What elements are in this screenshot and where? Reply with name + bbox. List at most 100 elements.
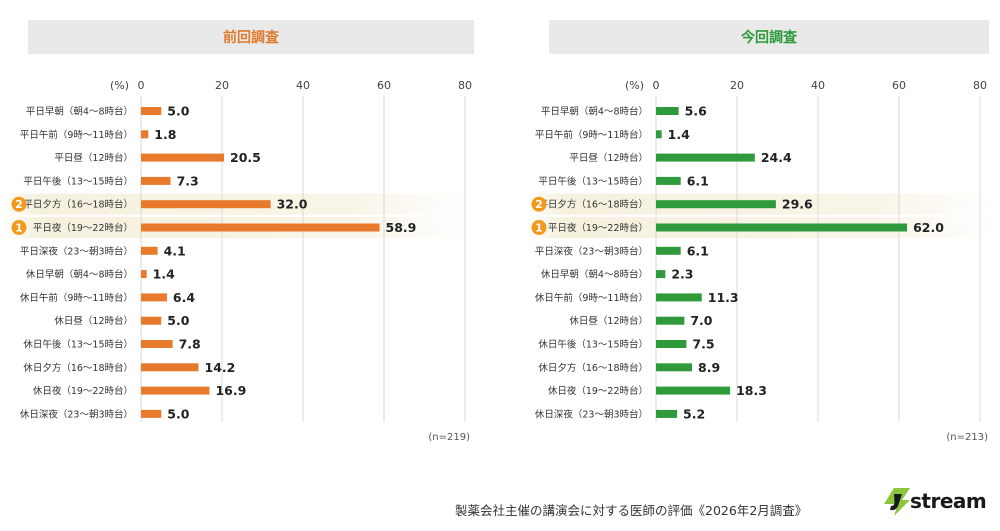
previous-bar	[141, 340, 173, 348]
previous-category-label: 休日夕方（16〜18時台）	[23, 362, 133, 374]
current-value-label: 1.4	[668, 127, 690, 142]
previous-value-label: 5.0	[167, 104, 189, 119]
current-category-label: 休日深夜（23〜朝3時台）	[535, 408, 648, 420]
current-value-label: 11.3	[708, 290, 739, 305]
previous-bar	[141, 200, 271, 209]
current-value-label: 5.6	[685, 104, 707, 119]
previous-value-label: 4.1	[164, 243, 186, 258]
current-unit-label: (%)	[625, 79, 644, 92]
previous-category-label: 平日午前（9時〜11時台）	[20, 129, 133, 141]
previous-value-label: 1.4	[153, 267, 175, 282]
current-survey-chart: 0 20 40 60 80 (%) 平日早朝（朝4〜8時台） 5.6 平日午前（9時〜11時台）…	[525, 79, 995, 443]
current-bar	[656, 316, 685, 325]
previous-category-label: 平日早朝（朝4〜8時台）	[26, 106, 133, 118]
previous-survey-title: 前回調査	[28, 20, 474, 54]
current-value-label: 5.2	[683, 406, 705, 421]
previous-bar	[141, 386, 210, 395]
previous-rank-2-number: 2	[15, 198, 23, 211]
previous-tick-label: 60	[377, 79, 391, 92]
current-category-label: 平日午後（13〜15時台）	[538, 175, 648, 187]
current-category-label: 休日夕方（16〜18時台）	[538, 362, 648, 374]
previous-bar	[141, 363, 199, 372]
current-value-label: 7.0	[690, 313, 712, 328]
current-category-label: 平日夜（19〜22時台）	[548, 222, 648, 234]
jstream-logo: stream	[880, 484, 987, 518]
jstream-logo-text: stream	[910, 489, 987, 513]
current-value-label: 29.6	[782, 197, 813, 212]
current-bar	[656, 270, 666, 279]
previous-value-label: 16.9	[215, 383, 246, 398]
current-bar	[656, 293, 702, 302]
current-bar	[656, 363, 693, 372]
previous-bar	[141, 270, 147, 279]
current-value-label: 6.1	[687, 243, 709, 258]
current-bar	[656, 200, 776, 209]
current-value-label: 18.3	[736, 383, 767, 398]
previous-bar	[141, 130, 149, 139]
current-value-label: 8.9	[698, 360, 720, 375]
current-tick-label: 20	[730, 79, 744, 92]
current-bar	[656, 340, 687, 348]
current-survey-title: 今回調査	[549, 20, 989, 54]
current-value-label: 62.0	[913, 220, 944, 235]
current-category-label: 平日夕方（16〜18時台）	[538, 199, 648, 211]
previous-value-label: 7.8	[179, 337, 201, 352]
current-tick-label: 80	[973, 79, 987, 92]
previous-rank-2-badge	[11, 196, 27, 212]
current-bar	[656, 223, 908, 232]
current-category-label: 休日昼（12時台）	[569, 315, 648, 327]
current-rank-1-badge	[531, 220, 547, 235]
previous-category-label: 平日深夜（23〜朝3時台）	[20, 245, 133, 257]
previous-tick-label: 40	[296, 79, 310, 92]
previous-tick-label: 80	[458, 79, 472, 92]
current-category-label: 平日昼（12時台）	[569, 152, 648, 164]
previous-unit-label: (%)	[110, 79, 129, 92]
previous-bar	[141, 246, 158, 255]
previous-value-label: 20.5	[230, 150, 261, 165]
previous-bar	[141, 153, 225, 162]
previous-category-label: 休日午前（9時〜11時台）	[20, 292, 133, 304]
previous-bar	[141, 223, 380, 232]
previous-bar	[141, 176, 171, 185]
previous-sample-size: (n=219)	[428, 432, 470, 443]
current-value-label: 6.1	[687, 173, 709, 188]
current-value-label: 2.3	[671, 267, 693, 282]
previous-category-label: 休日深夜（23〜朝3時台）	[20, 408, 133, 420]
previous-value-label: 14.2	[205, 360, 236, 375]
current-rank-2-number: 2	[535, 198, 543, 211]
previous-value-label: 5.0	[167, 313, 189, 328]
current-bar	[656, 153, 755, 162]
previous-value-label: 1.8	[154, 127, 176, 142]
current-value-label: 24.4	[761, 150, 792, 165]
previous-rank-1-badge	[11, 220, 27, 235]
current-tick-label: 40	[811, 79, 825, 92]
current-category-label: 平日早朝（朝4〜8時台）	[541, 106, 648, 118]
current-value-label: 7.5	[692, 337, 714, 352]
previous-category-label: 休日午後（13〜15時台）	[23, 339, 133, 351]
previous-bar	[141, 293, 167, 302]
jstream-logo-icon	[884, 488, 910, 516]
current-category-label: 休日早朝（朝4〜8時台）	[541, 269, 648, 281]
previous-category-label: 休日早朝（朝4〜8時台）	[26, 269, 133, 281]
current-bar	[656, 246, 681, 255]
previous-bar	[141, 107, 162, 115]
current-rank-2-badge	[531, 196, 547, 212]
footer-caption: 製薬会社主催の講演会に対する医師の評価《2026年2月調査》	[455, 503, 808, 518]
previous-rank-1-number: 1	[15, 222, 23, 235]
current-tick-label: 0	[653, 79, 660, 92]
current-category-label: 平日深夜（23〜朝3時台）	[535, 245, 648, 257]
current-category-label: 休日夜（19〜22時台）	[548, 385, 648, 397]
current-bar	[656, 130, 662, 139]
previous-tick-label: 20	[215, 79, 229, 92]
previous-category-label: 休日昼（12時台）	[54, 315, 133, 327]
current-category-label: 平日午前（9時〜11時台）	[535, 129, 648, 141]
previous-tick-label: 0	[138, 79, 145, 92]
previous-value-label: 7.3	[177, 173, 199, 188]
current-bar	[656, 409, 678, 418]
previous-category-label: 休日夜（19〜22時台）	[33, 385, 133, 397]
previous-category-label: 平日夕方（16〜18時台）	[23, 199, 133, 211]
previous-value-label: 58.9	[386, 220, 417, 235]
current-rank-1-number: 1	[535, 222, 543, 235]
previous-category-label: 平日昼（12時台）	[54, 152, 133, 164]
